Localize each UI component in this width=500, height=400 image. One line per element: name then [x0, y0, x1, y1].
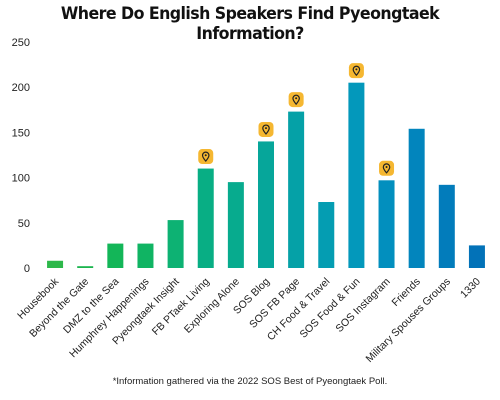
- x-tick-label: SOS Instagram: [333, 275, 392, 334]
- bar: SOS FB Page: 173: [288, 111, 305, 268]
- chart-title: Where Do English Speakers Find Pyeongtae…: [60, 4, 440, 44]
- bar: Friends: 154: [408, 128, 425, 268]
- bar: SOS Blog: 140: [258, 141, 274, 268]
- bar: FB PTaek Living: 110: [197, 168, 214, 268]
- map-pin-icon: [379, 160, 395, 176]
- map-pin-icon: [348, 63, 364, 79]
- y-tick-label: 150: [12, 127, 30, 139]
- bar: SOS Instagram: 97: [378, 180, 395, 268]
- y-tick-label: 50: [18, 218, 30, 230]
- bar: Humphrey Happenings: 27: [137, 243, 154, 268]
- bar: Pyeongtaek Insight: 53: [167, 220, 184, 268]
- bar: Military Spouses Groups: 92: [438, 184, 455, 268]
- y-tick-label: 100: [12, 173, 30, 185]
- y-tick-label: 200: [12, 82, 30, 94]
- bar: Exploring Alone: 95: [227, 182, 244, 268]
- footnote: *Information gathered via the 2022 SOS B…: [112, 376, 388, 387]
- bar: Beyond the Gate: 2: [77, 266, 94, 268]
- bar: DMZ to the Sea: 27: [107, 243, 124, 268]
- map-pin-icon: [288, 92, 304, 108]
- x-tick-label: 1330: [458, 276, 483, 301]
- bar: SOS Food & Fun: 205: [348, 82, 365, 269]
- y-axis: 0 50 100 150 200 250: [12, 37, 30, 275]
- pin-markers: [198, 63, 395, 176]
- map-pin-icon: [258, 121, 274, 137]
- y-tick-label: 250: [12, 37, 30, 49]
- bar: Housebook: 8: [47, 260, 64, 268]
- bar: CH Food & Travel: 73: [318, 202, 335, 268]
- map-pin-icon: [198, 149, 214, 165]
- bar: 1330: 25: [468, 245, 485, 268]
- y-tick-label: 0: [24, 263, 30, 275]
- bars: Housebook: 8 Beyond the Gate: 2 DMZ to the…: [47, 82, 485, 269]
